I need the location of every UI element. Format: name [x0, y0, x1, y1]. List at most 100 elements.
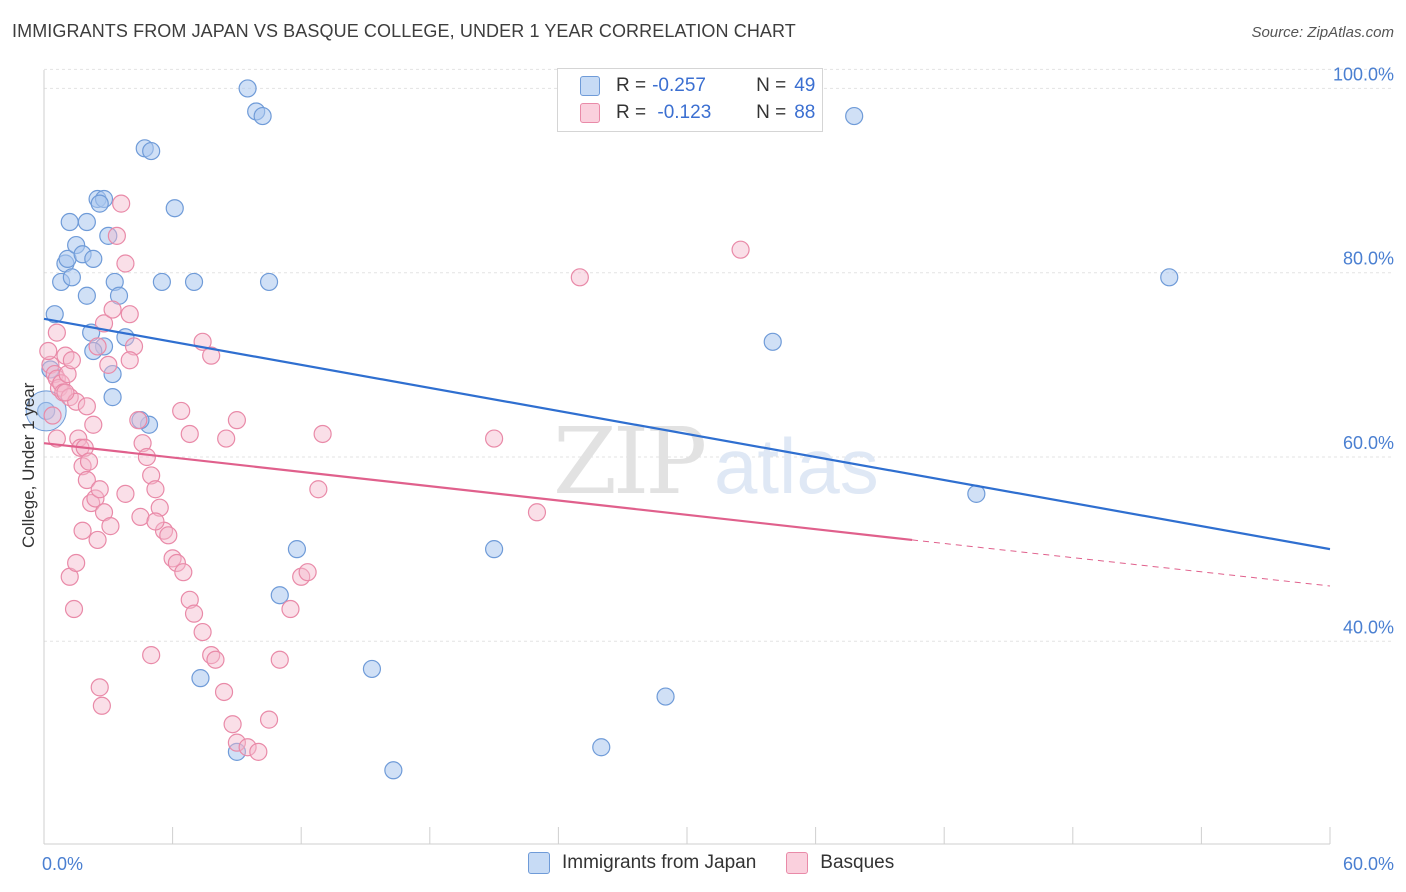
japan-point: [152, 272, 171, 292]
basque-point: [174, 563, 193, 582]
basque-point: [116, 254, 135, 273]
japan-point: [592, 738, 611, 757]
japan-points: [25, 79, 1179, 780]
basque-point: [167, 553, 186, 573]
japan-point: [84, 249, 103, 268]
x-tick-labels: 0.0% 60.0%: [42, 854, 1394, 874]
basque-point: [88, 530, 107, 550]
japan-point: [62, 268, 81, 287]
chart-title: IMMIGRANTS FROM JAPAN VS BASQUE COLLEGE,…: [12, 21, 796, 41]
basque-point: [73, 521, 92, 540]
basque-point: [56, 383, 75, 402]
trend-lines: [43, 317, 1331, 587]
japan-point: [103, 388, 122, 407]
basque-point: [103, 300, 122, 319]
japan-point: [142, 141, 161, 161]
basque-point: [150, 498, 169, 517]
basque-point: [77, 397, 96, 416]
watermark-zip: ZIP: [553, 408, 704, 515]
source-label[interactable]: Source: ZipAtlas.com: [1251, 24, 1394, 41]
basque-point: [47, 323, 66, 342]
basque-point: [223, 715, 242, 734]
basque-point: [238, 738, 257, 757]
japan-point-large: [25, 390, 67, 432]
japan-point: [485, 540, 504, 559]
basque-point: [64, 599, 84, 619]
basque-point: [180, 424, 199, 444]
y-tick-label: 80.0%: [1343, 249, 1394, 269]
legend-r-value: -0.123: [652, 102, 712, 123]
basque-point: [133, 434, 152, 453]
basque-point: [259, 710, 279, 729]
axes: [43, 70, 1331, 845]
basque-point: [227, 411, 246, 430]
legend-r-label: R =: [616, 75, 647, 96]
japan-point: [656, 687, 675, 706]
legend-n-value: 88: [794, 102, 816, 123]
basque-point: [94, 314, 114, 333]
series-legend-japan[interactable]: Immigrants from Japan: [528, 852, 756, 874]
basque-point: [120, 351, 139, 370]
japan-point: [238, 79, 257, 98]
basque-point: [527, 503, 547, 522]
basque-point: [485, 429, 504, 448]
y-tick-label: 60.0%: [1343, 433, 1394, 453]
series-label-japan: Immigrants from Japan: [562, 852, 757, 873]
japan-point: [90, 194, 109, 213]
basque-point: [217, 429, 236, 448]
basque-point: [281, 599, 300, 619]
series-legend: Immigrants from Japan Basques: [528, 852, 924, 874]
basque-point: [124, 337, 144, 356]
basque-point: [58, 364, 77, 384]
series-legend-basque[interactable]: Basques: [786, 852, 894, 874]
basque-point: [180, 590, 199, 609]
basque-point: [184, 604, 204, 623]
basque-point: [99, 355, 118, 374]
y-tick-labels: 40.0% 60.0% 80.0% 100.0%: [1333, 64, 1394, 637]
series-label-basque: Basques: [820, 852, 895, 873]
basque-trend-extension: [911, 539, 1331, 587]
legend-swatch-japan: [580, 76, 600, 96]
legend-row-japan: R = -0.257 N = 49: [580, 74, 815, 98]
basque-point: [84, 415, 103, 434]
basque-point: [249, 742, 268, 761]
legend-n-label: N =: [756, 102, 787, 123]
japan-point: [845, 106, 864, 126]
basque-point: [270, 650, 289, 669]
basque-point: [172, 401, 191, 421]
basque-point: [146, 480, 165, 499]
basque-point: [77, 470, 96, 490]
japan-point: [165, 199, 184, 218]
japan-point: [184, 272, 204, 292]
legend-n-label: N =: [756, 75, 787, 96]
basque-point: [146, 512, 165, 531]
japan-point: [103, 364, 122, 384]
basque-point: [227, 733, 246, 752]
japan-point: [1160, 268, 1179, 287]
japan-point: [60, 212, 79, 232]
basque-point: [86, 489, 105, 508]
basque-point: [731, 240, 750, 259]
basque-point: [137, 447, 156, 467]
basque-point: [56, 346, 75, 365]
watermark-atlas: atlas: [714, 422, 879, 510]
legend-swatch-basque: [580, 103, 600, 123]
basque-point: [159, 526, 178, 545]
basque-point: [120, 305, 139, 324]
japan-point: [45, 305, 64, 324]
japan-point: [77, 286, 96, 305]
japan-point: [763, 332, 782, 351]
watermark: ZIP atlas: [553, 408, 879, 515]
y-axis-label: College, Under 1 year: [19, 382, 38, 548]
legend-r-label: R =: [616, 102, 647, 123]
basque-point: [193, 622, 212, 642]
japan-point: [191, 669, 210, 688]
basque-point: [101, 517, 120, 536]
basque-point: [206, 650, 225, 669]
japan-point: [362, 659, 382, 679]
basque-point: [298, 563, 317, 582]
japan-point: [270, 586, 289, 605]
basque-point: [131, 507, 150, 526]
basque-point: [79, 452, 99, 471]
